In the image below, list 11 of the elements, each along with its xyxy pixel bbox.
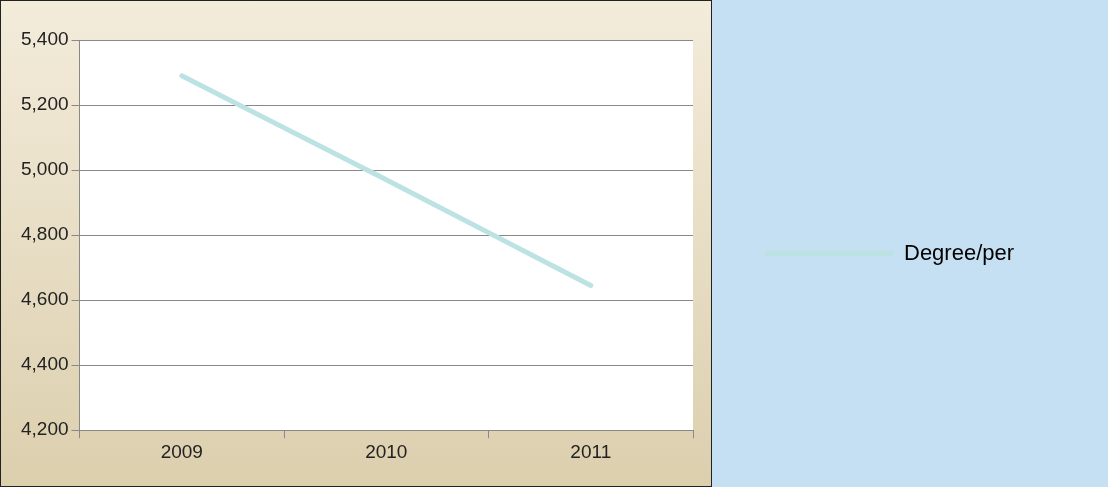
- y-tick-label: 4,800: [21, 223, 69, 245]
- y-tick-label: 4,200: [21, 418, 69, 440]
- y-tick-label: 5,200: [21, 93, 69, 115]
- y-tick-label: 4,600: [21, 288, 69, 310]
- text: Degree/per: [904, 239, 1015, 265]
- y-tick-label: 5,400: [21, 28, 69, 50]
- x-tick-label: 2010: [365, 440, 408, 462]
- y-tick-label: 5,000: [21, 158, 69, 180]
- y-tick-label: 4,400: [21, 353, 69, 375]
- x-tick-label: 2009: [160, 440, 203, 462]
- x-tick-label: 2011: [570, 440, 612, 462]
